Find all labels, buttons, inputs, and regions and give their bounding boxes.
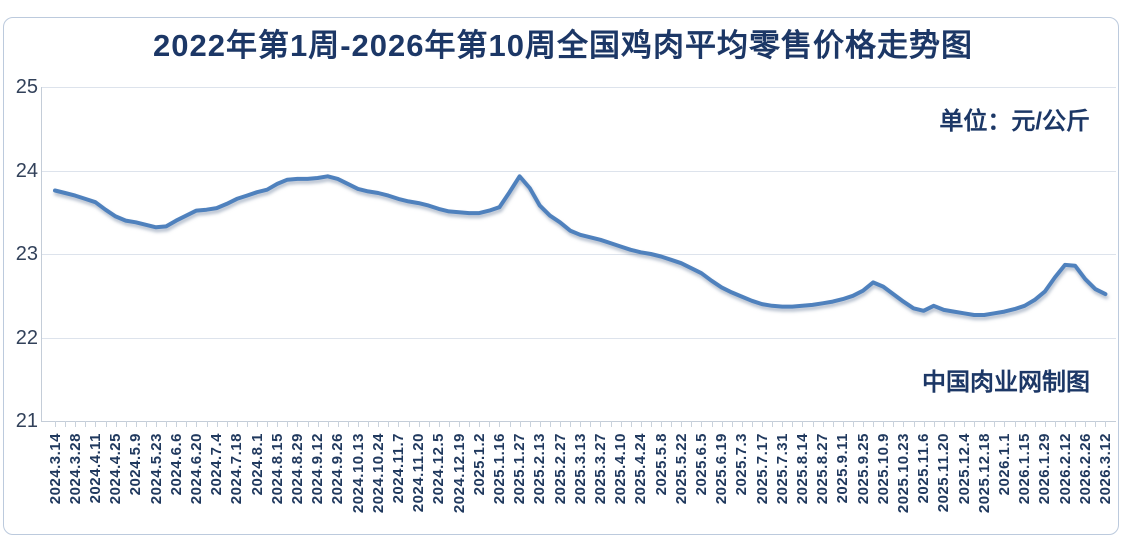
- y-axis-label: 22: [15, 326, 38, 349]
- x-axis-label: 2024.6.6: [167, 433, 185, 496]
- x-axis-label: 2024.3.28: [66, 433, 84, 505]
- x-axis-label: 2024.3.14: [46, 433, 64, 505]
- x-axis-label: 2024.6.20: [187, 433, 205, 505]
- y-axis-label: 25: [15, 76, 38, 98]
- x-axis-label: 2026.1.29: [1036, 433, 1054, 505]
- x-axis-label: 2025.5.22: [672, 433, 690, 505]
- x-axis-label: 2024.8.1: [248, 433, 266, 496]
- x-axis-label: 2024.7.18: [228, 433, 246, 505]
- x-axis-label: 2025.7.3: [733, 433, 751, 496]
- x-axis-label: 2025.3.27: [591, 433, 609, 505]
- x-axis-label: 2024.8.29: [288, 433, 306, 505]
- x-axis-label: 2025.1.16: [490, 433, 508, 505]
- x-axis-label: 2025.9.25: [854, 433, 872, 505]
- y-axis-label: 21: [15, 410, 38, 432]
- x-axis-label: 2025.1.2: [470, 433, 488, 496]
- x-axis-label: 2024.7.4: [208, 433, 226, 496]
- x-axis-label: 2024.9.12: [309, 433, 327, 505]
- x-axis-label: 2025.1.27: [511, 433, 529, 505]
- x-axis-label: 2024.10.13: [349, 433, 367, 514]
- x-axis-label: 2025.5.8: [652, 433, 670, 496]
- x-axis-label: 2025.10.9: [874, 433, 892, 505]
- price-line: [53, 174, 1108, 317]
- x-axis-label: 2025.4.10: [612, 433, 630, 505]
- page-title: 2022年第1周-2026年第10周全国鸡肉平均零售价格走势图: [153, 28, 973, 63]
- x-axis-label: 2024.8.15: [268, 433, 286, 505]
- unit-label: 单位：元/公斤: [939, 108, 1090, 135]
- x-axis-label: 2025.12.4: [955, 433, 973, 505]
- y-axis-label: 24: [15, 159, 38, 182]
- x-axis-label: 2025.2.13: [531, 433, 549, 505]
- x-axis-label: 2024.5.9: [127, 433, 145, 496]
- x-axis-label: 2024.4.11: [86, 433, 104, 504]
- x-axis-label: 2025.8.27: [814, 433, 832, 505]
- x-axis-label: 2025.8.14: [793, 433, 811, 505]
- x-axis-label: 2025.12.18: [975, 433, 993, 514]
- x-axis-label: 2024.9.26: [329, 433, 347, 505]
- x-axis-label: 2024.11.20: [410, 433, 428, 513]
- x-axis-label: 2025.7.31: [773, 433, 791, 505]
- x-axis-label: 2024.11.7: [389, 433, 407, 504]
- x-axis-label: 2025.2.27: [551, 433, 569, 505]
- x-axis-label: 2024.4.25: [107, 433, 125, 505]
- y-axis-label: 23: [15, 243, 38, 265]
- x-axis-label: 2025.9.11: [834, 433, 852, 504]
- x-axis-label: 2026.2.12: [1056, 433, 1074, 505]
- x-axis-label: 2025.4.24: [632, 433, 650, 505]
- watermark-label: 中国肉业网制图: [922, 369, 1090, 396]
- x-axis-label: 2024.5.23: [147, 433, 165, 505]
- x-axis-label: 2024.12.19: [450, 433, 468, 514]
- x-axis-label: 2025.7.17: [753, 433, 771, 505]
- x-axis-label: 2024.12.5: [430, 433, 448, 505]
- x-axis-label: 2026.1.1: [995, 433, 1013, 496]
- x-axis-label: 2024.10.24: [369, 433, 387, 514]
- x-axis-label: 2026.2.26: [1076, 433, 1094, 505]
- x-axis-label: 2025.11.6: [915, 433, 933, 504]
- x-axis-label: 2026.1.15: [1016, 433, 1034, 505]
- x-axis-label: 2025.10.23: [894, 433, 912, 514]
- x-axis-label: 2025.6.5: [692, 433, 710, 496]
- x-axis-label: 2025.11.20: [935, 433, 953, 513]
- x-axis-label: 2026.3.12: [1096, 433, 1114, 505]
- x-axis-label: 2025.3.13: [571, 433, 589, 505]
- x-axis-label: 2025.6.19: [713, 433, 731, 505]
